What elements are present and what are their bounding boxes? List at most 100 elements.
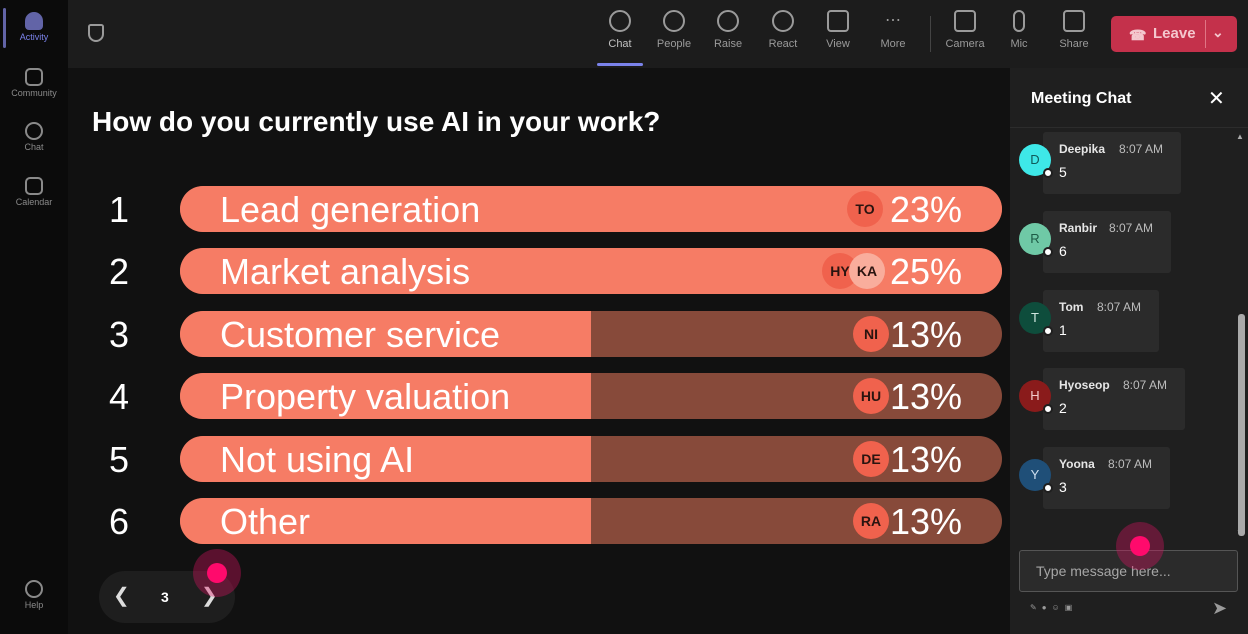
option-percent: 13% <box>889 314 962 355</box>
rail-item-help[interactable]: Help <box>0 580 68 610</box>
leave-button[interactable]: ☎ Leave ⌄ <box>1111 16 1237 52</box>
message-time: 8:07 AM <box>1108 457 1153 471</box>
toolbar-label: Chat <box>608 38 632 50</box>
option-label: Not using AI <box>220 439 415 480</box>
chevron-left-icon[interactable]: ❮ <box>113 585 130 607</box>
option-label: Customer service <box>220 314 501 355</box>
message-time: 8:07 AM <box>1119 142 1164 156</box>
format-tools-icon[interactable]: ✎●☺▣ <box>1030 603 1078 612</box>
chevron-down-icon[interactable]: ⌄ <box>1212 24 1224 40</box>
poll-option-bar[interactable]: Customer service NI 13% <box>180 311 1002 357</box>
meeting-chat-panel: Meeting Chat ✕ D Deepika 8:07 AM 5 R Ran… <box>1010 68 1248 634</box>
option-number: 6 <box>108 501 130 542</box>
voter-chip: TO <box>847 191 883 227</box>
voter-chip: RA <box>853 503 889 539</box>
chat-icon <box>25 122 43 140</box>
chat-scrollbar[interactable]: ▲ ▼ <box>1236 128 1246 542</box>
rail-item-chat[interactable]: Chat <box>0 122 68 152</box>
voter-chip: HU <box>853 378 889 414</box>
avatar[interactable]: D <box>1019 144 1053 178</box>
grid-icon <box>827 10 849 32</box>
avatar[interactable]: Y <box>1019 459 1053 493</box>
toolbar-separator <box>930 16 931 52</box>
scroll-up-icon[interactable]: ▲ <box>1236 132 1244 141</box>
poll-option-bar[interactable]: Other RA 13% <box>180 498 1002 544</box>
toolbar-label: People <box>656 38 692 50</box>
voter-chip: DE <box>853 441 889 477</box>
avatar[interactable]: T <box>1019 302 1053 336</box>
poll-option-row: 5 Not using AI DE 13% <box>68 436 1010 484</box>
option-fill <box>180 311 591 357</box>
raise-hand-icon <box>717 10 739 32</box>
more-icon: ⋯ <box>885 12 901 29</box>
option-number: 1 <box>108 189 130 230</box>
message-author: Tom <box>1059 300 1084 314</box>
people-button[interactable]: People <box>649 10 699 50</box>
chat-message: H Hyoseop 8:07 AM 2 <box>1019 368 1185 430</box>
share-icon <box>1063 10 1085 32</box>
camera-button[interactable]: Camera <box>940 10 990 50</box>
presence-indicator <box>1043 247 1053 257</box>
chevron-right-icon[interactable]: ❯ <box>201 585 218 607</box>
option-percent: 13% <box>889 439 962 480</box>
chat-message: D Deepika 8:07 AM 5 <box>1019 132 1181 194</box>
option-fill <box>180 373 591 419</box>
avatar[interactable]: H <box>1019 380 1053 414</box>
option-percent: 13% <box>889 501 962 542</box>
page-number: 3 <box>161 589 169 605</box>
rail-item-community[interactable]: Community <box>0 68 68 98</box>
cursor-highlight <box>1116 522 1164 570</box>
presence-indicator <box>1043 168 1053 178</box>
poll-option-bar[interactable]: Market analysis HY KA 25% <box>180 248 1002 294</box>
leave-divider <box>1205 20 1206 48</box>
option-percent: 25% <box>889 251 962 292</box>
poll-option-bar[interactable]: Lead generation TO 23% <box>180 186 1002 232</box>
voter-chip: KA <box>849 253 885 289</box>
shield-icon[interactable] <box>88 24 104 42</box>
chat-message: Y Yoona 8:07 AM 3 <box>1019 447 1170 509</box>
presence-indicator <box>1043 326 1053 336</box>
option-number: 5 <box>108 439 130 480</box>
scroll-thumb[interactable] <box>1238 314 1245 536</box>
toolbar-label: Camera <box>945 38 985 50</box>
bell-icon <box>25 12 43 30</box>
presence-indicator <box>1043 404 1053 414</box>
poll-question: How do you currently use AI in your work… <box>92 106 661 137</box>
message-time: 8:07 AM <box>1123 378 1168 392</box>
help-icon <box>25 580 43 598</box>
rail-item-calendar[interactable]: Calendar <box>0 177 68 207</box>
share-button[interactable]: Share <box>1049 10 1099 50</box>
message-text: 2 <box>1059 400 1067 416</box>
react-button[interactable]: React <box>758 10 808 50</box>
more-button[interactable]: ⋯ More <box>868 10 918 50</box>
scroll-down-icon[interactable]: ▼ <box>1236 528 1244 537</box>
message-compose-box <box>1019 550 1238 592</box>
message-author: Yoona <box>1059 457 1095 471</box>
rail-item-activity[interactable]: Activity <box>0 12 68 42</box>
calendar-icon <box>25 177 43 195</box>
close-icon[interactable]: ✕ <box>1208 88 1225 110</box>
send-icon[interactable]: ➤ <box>1212 598 1228 618</box>
chat-button[interactable]: Chat <box>595 10 645 50</box>
toolbar-label: Mic <box>1010 38 1028 50</box>
raise-hand-button[interactable]: Raise <box>703 10 753 50</box>
poll-option-bar[interactable]: Not using AI DE 13% <box>180 436 1002 482</box>
mic-button[interactable]: Mic <box>994 10 1044 50</box>
message-time: 8:07 AM <box>1097 300 1142 314</box>
option-fill <box>180 498 591 544</box>
message-input[interactable] <box>1020 551 1237 591</box>
people-icon <box>663 10 685 32</box>
active-tab-indicator <box>597 63 643 66</box>
option-percent: 23% <box>889 189 962 230</box>
chat-icon <box>609 10 631 32</box>
toolbar-label: Share <box>1059 38 1089 50</box>
cursor-highlight <box>193 549 241 597</box>
view-button[interactable]: View <box>813 10 863 50</box>
poll-option-bar[interactable]: Property valuation HU 13% <box>180 373 1002 419</box>
rail-item-label: Activity <box>19 32 49 42</box>
option-fill <box>180 436 591 482</box>
toolbar-label: React <box>768 38 798 50</box>
chat-message: T Tom 8:07 AM 1 <box>1019 290 1159 352</box>
message-time: 8:07 AM <box>1109 221 1154 235</box>
avatar[interactable]: R <box>1019 223 1053 257</box>
